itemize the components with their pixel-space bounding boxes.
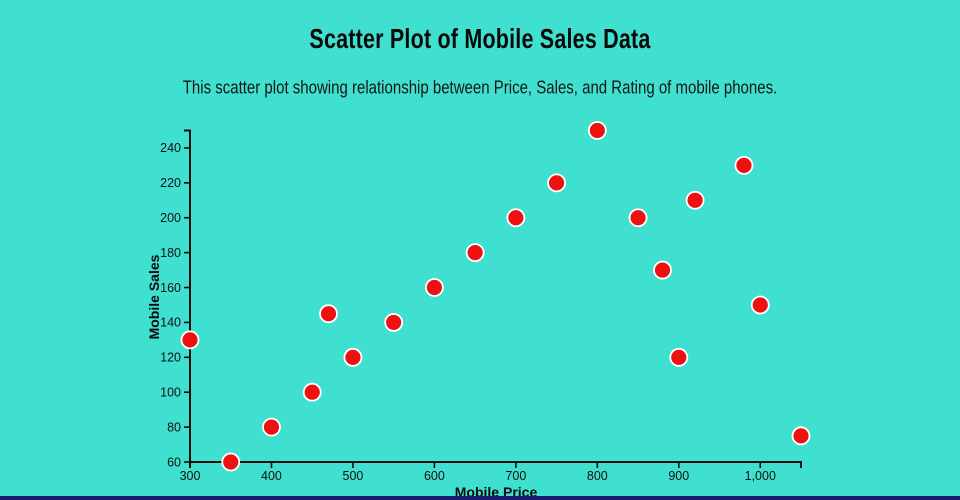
page-bottom-edge — [0, 496, 960, 500]
x-tick-label: 500 — [343, 469, 364, 483]
x-axis-line — [189, 461, 802, 468]
data-point — [465, 243, 485, 263]
y-tick-label: 100 — [160, 386, 181, 400]
y-tick-label: 60 — [167, 455, 181, 469]
y-axis-title: Mobile Sales — [146, 254, 162, 339]
data-point — [587, 121, 607, 140]
chart-title: Scatter Plot of Mobile Sales Data — [0, 24, 960, 54]
x-tick-label: 300 — [180, 469, 201, 483]
data-point — [669, 347, 689, 367]
y-tick-label: 180 — [160, 246, 181, 260]
y-tick-label: 140 — [160, 316, 181, 330]
x-tick-label: 1,000 — [745, 469, 776, 483]
data-point — [653, 260, 672, 280]
data-point — [628, 208, 648, 228]
data-point — [791, 426, 811, 446]
data-point — [180, 330, 200, 350]
x-tick-label: 900 — [668, 469, 689, 483]
data-point — [547, 173, 566, 193]
y-tick-label: 80 — [167, 420, 181, 434]
y-tick-label: 220 — [160, 176, 181, 190]
y-tick-label: 120 — [160, 351, 181, 365]
data-point — [685, 190, 705, 210]
y-tick-label: 160 — [160, 281, 181, 295]
y-tick-label: 200 — [160, 211, 181, 225]
data-point — [750, 295, 770, 315]
x-tick-label: 400 — [261, 469, 282, 483]
chart-subtitle-text: This scatter plot showing relationship b… — [182, 78, 778, 99]
data-point — [424, 278, 444, 297]
x-tick-label: 600 — [424, 469, 445, 483]
data-point — [343, 347, 363, 367]
data-point — [319, 304, 338, 324]
data-point — [262, 417, 281, 437]
x-tick-label: 700 — [505, 469, 526, 483]
chart-title-text: Scatter Plot of Mobile Sales Data — [309, 23, 651, 55]
y-axis-line — [184, 129, 191, 462]
data-point — [221, 452, 241, 472]
data-point — [302, 382, 322, 402]
data-point — [384, 313, 404, 332]
chart-subtitle: This scatter plot showing relationship b… — [0, 78, 960, 99]
data-point — [506, 208, 526, 228]
data-point — [734, 155, 754, 175]
y-tick-label: 240 — [160, 141, 181, 155]
x-tick-label: 800 — [587, 469, 608, 483]
